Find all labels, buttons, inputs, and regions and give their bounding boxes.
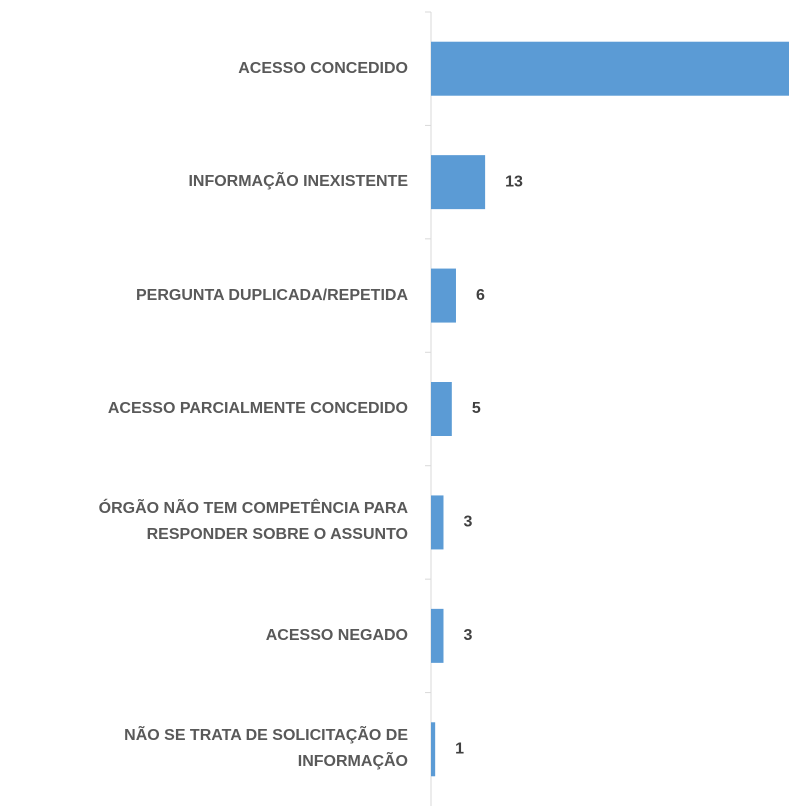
category-label: PERGUNTA DUPLICADA/REPETIDA (135, 286, 408, 304)
bar (431, 608, 444, 663)
category-label: ACESSO CONCEDIDO (238, 59, 408, 77)
bar (431, 495, 444, 550)
category-label: ÓRGÃO NÃO TEM COMPETÊNCIA PARA RESPONDER… (98, 500, 408, 544)
value-label: 3 (463, 514, 472, 531)
value-label: 5 (472, 400, 481, 417)
value-label: 1 (455, 741, 464, 758)
category-label: ACESSO PARCIALMENTE CONCEDIDO (107, 400, 408, 417)
value-label: 6 (476, 287, 485, 304)
bar (431, 268, 456, 323)
bar (431, 155, 486, 210)
value-label: 3 (463, 627, 472, 644)
value-label: 13 (505, 173, 523, 190)
category-label: NÃO SE TRATA DE SOLICITAÇÃO DE INFORMAÇÃ… (124, 727, 408, 771)
category-label: INFORMAÇÃO INEXISTENTE (188, 173, 408, 191)
bar (431, 722, 436, 777)
category-label: ACESSO NEGADO (265, 626, 408, 644)
bar (431, 41, 789, 96)
bar (431, 382, 452, 436)
